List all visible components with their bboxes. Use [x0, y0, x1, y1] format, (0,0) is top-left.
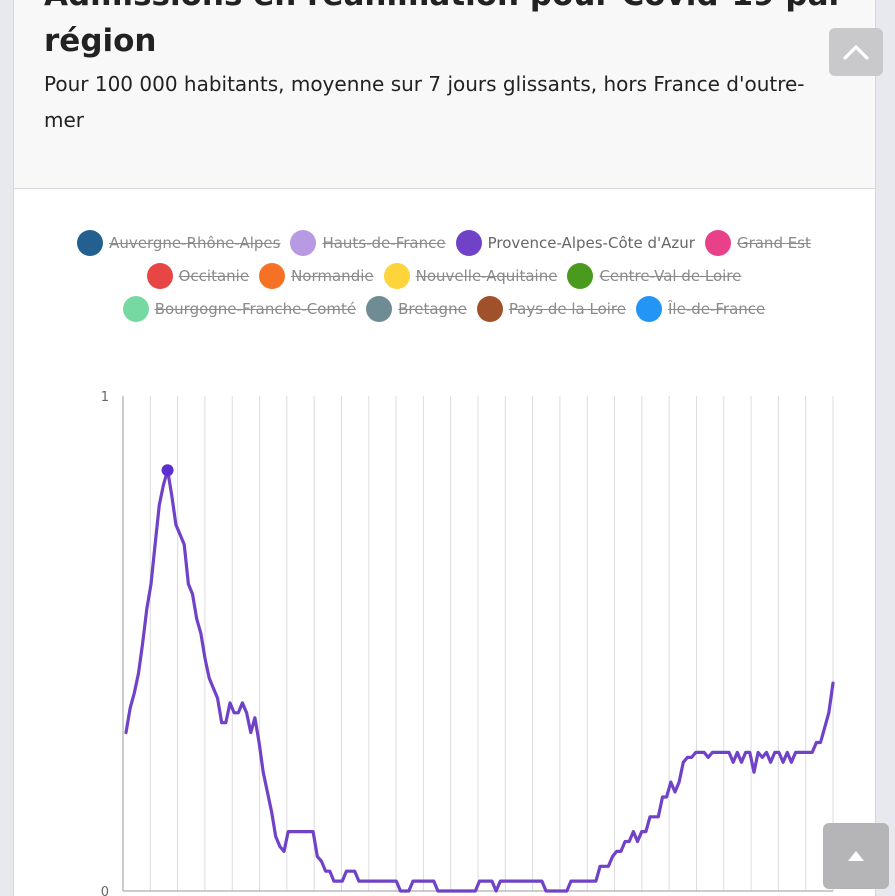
legend-label: Occitanie — [178, 266, 250, 285]
scroll-to-top-button[interactable] — [829, 28, 883, 76]
back-to-top-button[interactable] — [823, 823, 889, 889]
series-line — [124, 468, 835, 893]
legend-swatch — [122, 295, 149, 322]
legend-label: Bretagne — [398, 299, 467, 318]
legend-swatch — [383, 262, 410, 289]
chevron-up-icon — [843, 45, 869, 60]
legend-item[interactable]: Grand Est — [704, 226, 811, 259]
legend-swatch — [567, 262, 594, 289]
legend-item[interactable]: Centre-Val de Loire — [567, 259, 741, 292]
chart-header: Admissions en réanimation pour Covid-19 … — [14, 0, 875, 189]
legend-item[interactable]: Bourgogne-Franche-Comté — [122, 292, 357, 325]
legend-swatch — [704, 229, 731, 256]
legend-item[interactable]: Bretagne — [366, 292, 467, 325]
legend-item[interactable]: Pays de la Loire — [476, 292, 626, 325]
data-point-marker — [161, 464, 174, 477]
legend-item[interactable]: Auvergne-Rhône-Alpes — [77, 226, 280, 259]
chart-subtitle: Pour 100 000 habitants, moyenne sur 7 jo… — [44, 72, 805, 132]
legend-label: Provence-Alpes-Côte d'Azur — [487, 233, 695, 252]
legend-label: Grand Est — [736, 233, 811, 252]
legend-item[interactable]: Île-de-France — [636, 292, 765, 325]
legend-item[interactable]: Nouvelle-Aquitaine — [383, 259, 558, 292]
legend-swatch — [476, 295, 503, 322]
legend-swatch — [290, 229, 317, 256]
chart-legend: Auvergne-Rhône-Alpes Hauts-de-France Prove… — [54, 226, 834, 325]
legend-swatch — [636, 295, 662, 322]
legend-swatch — [455, 229, 482, 256]
legend-label: Île-de-France — [668, 299, 766, 318]
legend-item[interactable]: Normandie — [259, 259, 374, 292]
legend-label: Hauts-de-France — [322, 233, 446, 252]
legend-label: Centre-Val de Loire — [599, 266, 742, 285]
legend-swatch — [259, 262, 286, 289]
legend-label: Nouvelle-Aquitaine — [415, 266, 558, 285]
legend-swatch — [146, 262, 173, 289]
caret-up-icon — [848, 851, 864, 861]
legend-label: Normandie — [291, 266, 374, 285]
legend-label: Auvergne-Rhône-Alpes — [109, 233, 281, 252]
legend-item[interactable]: Hauts-de-France — [290, 226, 446, 259]
legend-label: Pays de la Loire — [508, 299, 626, 318]
y-tick-label: 1 — [101, 390, 109, 405]
legend-item[interactable]: Provence-Alpes-Côte d'Azur — [455, 226, 695, 259]
y-tick-label: 0 — [101, 885, 109, 896]
line-chart: 01 — [101, 390, 835, 896]
legend-item[interactable]: Occitanie — [146, 259, 250, 292]
chart-card: Admissions en réanimation pour Covid-19 … — [13, 0, 876, 896]
legend-label: Bourgogne-Franche-Comté — [154, 299, 357, 318]
legend-swatch — [77, 229, 104, 256]
chart-title: Admissions en réanimation pour Covid-19 … — [44, 0, 844, 59]
legend-swatch — [366, 295, 393, 322]
